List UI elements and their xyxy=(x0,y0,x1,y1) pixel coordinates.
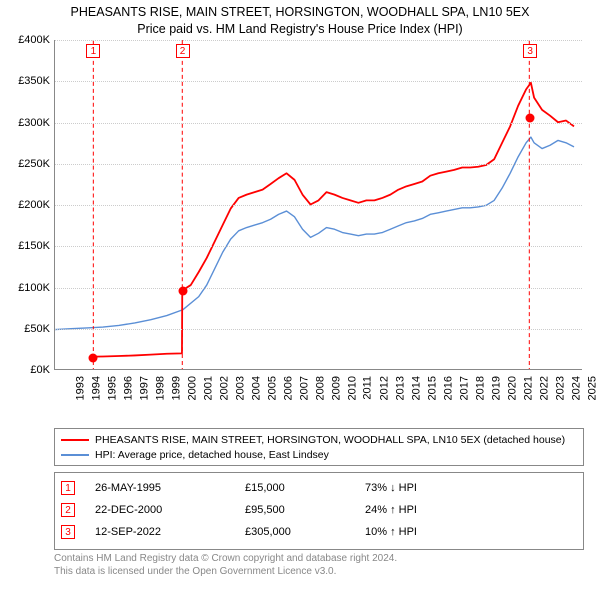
gridline xyxy=(55,288,582,289)
x-axis-label: 2013 xyxy=(394,376,406,400)
y-axis-label: £0K xyxy=(8,364,50,376)
transaction-price: £305,000 xyxy=(245,526,365,538)
transaction-price: £15,000 xyxy=(245,482,365,494)
transaction-date: 26-MAY-1995 xyxy=(95,482,245,494)
x-axis-label: 2015 xyxy=(426,376,438,400)
x-axis-label: 2009 xyxy=(330,376,342,400)
x-axis-label: 2005 xyxy=(266,376,278,400)
gridline xyxy=(55,205,582,206)
event-marker-box: 1 xyxy=(86,44,100,58)
transaction-diff: 73% ↓ HPI xyxy=(365,482,417,494)
title-line-1: PHEASANTS RISE, MAIN STREET, HORSINGTON,… xyxy=(0,4,600,21)
legend-row-hpi: HPI: Average price, detached house, East… xyxy=(61,447,577,462)
footer-line-2: This data is licensed under the Open Gov… xyxy=(54,565,397,578)
x-axis-label: 2019 xyxy=(490,376,502,400)
x-axis-label: 2010 xyxy=(346,376,358,400)
x-axis-label: 2011 xyxy=(362,376,374,400)
x-axis-label: 1998 xyxy=(154,376,166,400)
transaction-index-box: 2 xyxy=(61,503,75,517)
x-axis-label: 2012 xyxy=(378,376,390,400)
event-dot xyxy=(178,287,187,296)
gridline xyxy=(55,246,582,247)
x-axis-label: 2004 xyxy=(250,376,262,400)
legend-label-hpi: HPI: Average price, detached house, East… xyxy=(95,449,329,461)
event-dot xyxy=(89,353,98,362)
x-axis-label: 2023 xyxy=(554,376,566,400)
transaction-index-box: 1 xyxy=(61,481,75,495)
transaction-price: £95,500 xyxy=(245,504,365,516)
event-marker-box: 2 xyxy=(176,44,190,58)
x-axis-label: 2008 xyxy=(314,376,326,400)
gridline xyxy=(55,123,582,124)
gridline xyxy=(55,81,582,82)
x-axis-label: 1994 xyxy=(90,376,102,400)
transaction-diff: 24% ↑ HPI xyxy=(365,504,417,516)
y-axis-label: £100K xyxy=(8,282,50,294)
x-axis-label: 2001 xyxy=(202,376,214,400)
x-axis-label: 2022 xyxy=(538,376,550,400)
plot-area: 1 2 3 xyxy=(54,40,582,370)
x-axis-label: 1997 xyxy=(138,376,150,400)
title-block: PHEASANTS RISE, MAIN STREET, HORSINGTON,… xyxy=(0,0,600,38)
series-legend: PHEASANTS RISE, MAIN STREET, HORSINGTON,… xyxy=(54,428,584,466)
x-axis-label: 1999 xyxy=(170,376,182,400)
y-axis-label: £350K xyxy=(8,75,50,87)
title-line-2: Price paid vs. HM Land Registry's House … xyxy=(0,21,600,38)
gridline xyxy=(55,164,582,165)
transaction-date: 12-SEP-2022 xyxy=(95,526,245,538)
legend-swatch-property xyxy=(61,439,89,441)
x-axis-label: 2017 xyxy=(458,376,470,400)
x-axis-label: 2024 xyxy=(570,376,582,400)
x-axis-label: 2014 xyxy=(410,376,422,400)
x-axis-label: 2000 xyxy=(186,376,198,400)
y-axis-label: £50K xyxy=(8,323,50,335)
x-axis-label: 2021 xyxy=(522,376,534,400)
transaction-index-box: 3 xyxy=(61,525,75,539)
legend-label-property: PHEASANTS RISE, MAIN STREET, HORSINGTON,… xyxy=(95,434,565,446)
y-axis-label: £300K xyxy=(8,117,50,129)
x-axis-label: 2018 xyxy=(474,376,486,400)
transaction-row: 1 26-MAY-1995£15,00073% ↓ HPI xyxy=(61,477,577,499)
y-axis-label: £400K xyxy=(8,34,50,46)
legend-row-property: PHEASANTS RISE, MAIN STREET, HORSINGTON,… xyxy=(61,432,577,447)
transaction-diff: 10% ↑ HPI xyxy=(365,526,417,538)
transaction-row: 3 12-SEP-2022£305,00010% ↑ HPI xyxy=(61,521,577,543)
chart-container: PHEASANTS RISE, MAIN STREET, HORSINGTON,… xyxy=(0,0,600,590)
gridline xyxy=(55,329,582,330)
x-axis-label: 2002 xyxy=(218,376,230,400)
x-axis-label: 2003 xyxy=(234,376,246,400)
transactions-table: 1 26-MAY-1995£15,00073% ↓ HPI 2 22-DEC-2000… xyxy=(54,472,584,550)
series-line-hpi xyxy=(55,137,574,329)
x-axis-label: 2025 xyxy=(586,376,598,400)
chart-area: 1 2 3 £0K £50K £100K £150K £200K £250K £300K £350… xyxy=(8,40,592,420)
x-axis-label: 1996 xyxy=(122,376,134,400)
x-axis-label: 1995 xyxy=(106,376,118,400)
event-dot xyxy=(526,114,535,123)
legend-swatch-hpi xyxy=(61,454,89,456)
transaction-date: 22-DEC-2000 xyxy=(95,504,245,516)
event-marker-box: 3 xyxy=(523,44,537,58)
y-axis-label: £200K xyxy=(8,199,50,211)
y-axis-label: £150K xyxy=(8,240,50,252)
attribution-footer: Contains HM Land Registry data © Crown c… xyxy=(54,552,397,578)
footer-line-1: Contains HM Land Registry data © Crown c… xyxy=(54,552,397,565)
x-axis-label: 2007 xyxy=(298,376,310,400)
x-axis-label: 2006 xyxy=(282,376,294,400)
y-axis-label: £250K xyxy=(8,158,50,170)
gridline xyxy=(55,40,582,41)
x-axis-label: 2016 xyxy=(442,376,454,400)
transaction-row: 2 22-DEC-2000£95,50024% ↑ HPI xyxy=(61,499,577,521)
x-axis-label: 1993 xyxy=(74,376,86,400)
x-axis-label: 2020 xyxy=(506,376,518,400)
